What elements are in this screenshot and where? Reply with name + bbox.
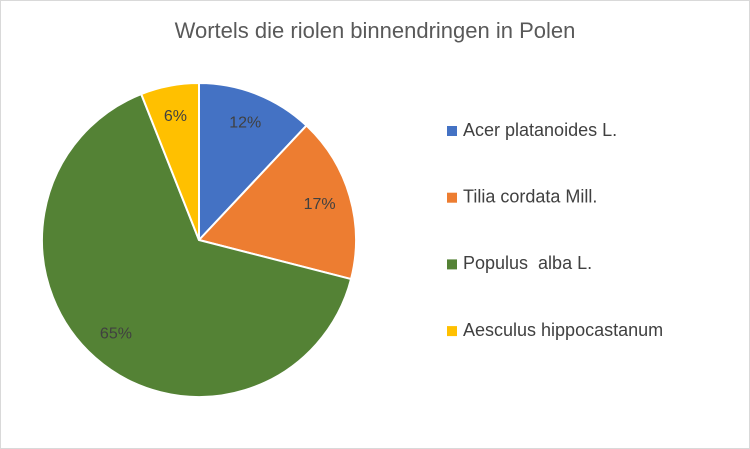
data-label: 12% [229, 114, 261, 131]
legend-label: Acer platanoides L. [463, 120, 617, 140]
pie-slice [139, 81, 200, 241]
chart-title: Wortels die riolen binnendringen in Pole… [175, 18, 576, 43]
pie-slice [198, 81, 308, 243]
legend-swatch [447, 259, 457, 270]
legend-swatch [447, 192, 457, 203]
pie-slice [197, 124, 357, 281]
legend-swatch [447, 126, 457, 136]
data-label: 65% [100, 325, 132, 342]
pie-slice [41, 92, 353, 398]
legend-label: Tilia cordata Mill. [463, 186, 597, 206]
legend-label: Aesculus hippocastanum [463, 320, 663, 340]
legend-label: Populus alba L. [463, 253, 592, 273]
legend-swatch [447, 326, 457, 337]
data-label: 17% [304, 196, 336, 213]
data-label: 6% [164, 108, 187, 125]
